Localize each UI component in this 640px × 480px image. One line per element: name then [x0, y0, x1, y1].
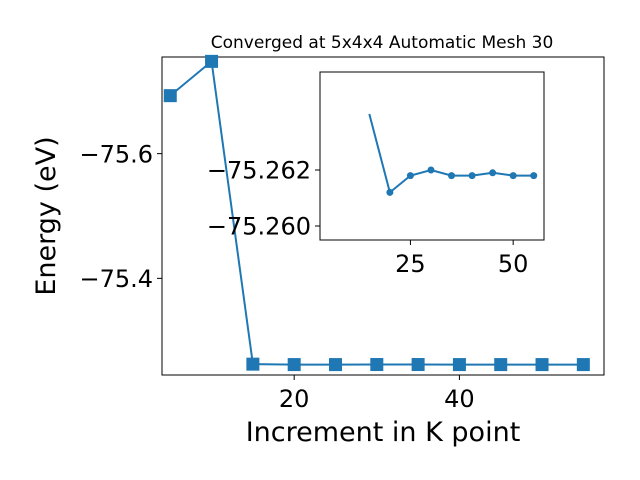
- inset-xtick-label: 50: [498, 250, 529, 278]
- inset-data-point: [468, 172, 476, 180]
- main-data-point: [411, 358, 425, 372]
- y-axis-label: Energy (eV): [31, 136, 62, 295]
- inset-xtick-label: 25: [395, 250, 426, 278]
- main-data-point: [163, 89, 177, 103]
- main-axes: Converged at 5x4x4 Automatic Mesh 30 20 4…: [31, 33, 605, 448]
- inset-ytick-layer: −75.262 −75.260: [207, 157, 320, 241]
- main-data-point: [370, 358, 384, 372]
- main-data-point: [494, 358, 508, 372]
- x-axis-label: Increment in K point: [246, 417, 521, 448]
- inset-ytick-label: −75.262: [207, 157, 311, 185]
- main-data-point: [205, 54, 219, 68]
- main-ytick-label: −75.4: [79, 265, 153, 293]
- main-xtick-label: 20: [279, 385, 310, 413]
- main-data-point: [576, 358, 590, 372]
- inset-data-point: [386, 188, 394, 196]
- inset-series-layer: [368, 113, 538, 196]
- main-data-point: [452, 358, 466, 372]
- inset-data-point: [406, 172, 414, 180]
- main-series-layer: [163, 54, 590, 372]
- main-ytick-layer: −75.4 −75.6: [79, 140, 162, 293]
- inset-ytick-label: −75.260: [207, 213, 311, 241]
- inset-axes: 25 50 −75.262 −75.260: [207, 71, 545, 278]
- inset-plot-frame: [319, 71, 545, 241]
- main-data-point: [328, 358, 342, 372]
- main-plot-frame: [161, 56, 605, 376]
- inset-data-point: [489, 169, 497, 177]
- main-xtick-layer: 20 40: [279, 375, 475, 413]
- main-xtick-label: 40: [444, 385, 475, 413]
- main-data-point: [287, 358, 301, 372]
- main-data-point: [535, 358, 549, 372]
- main-ytick-label: −75.6: [79, 140, 153, 168]
- main-data-point: [246, 357, 260, 371]
- inset-xtick-layer: 25 50: [395, 240, 528, 278]
- chart-title: Converged at 5x4x4 Automatic Mesh 30: [211, 33, 554, 53]
- inset-data-point: [427, 166, 435, 174]
- inset-data-point: [509, 172, 517, 180]
- inset-data-point: [530, 172, 538, 180]
- inset-data-point: [448, 172, 456, 180]
- inset-background: [320, 72, 544, 240]
